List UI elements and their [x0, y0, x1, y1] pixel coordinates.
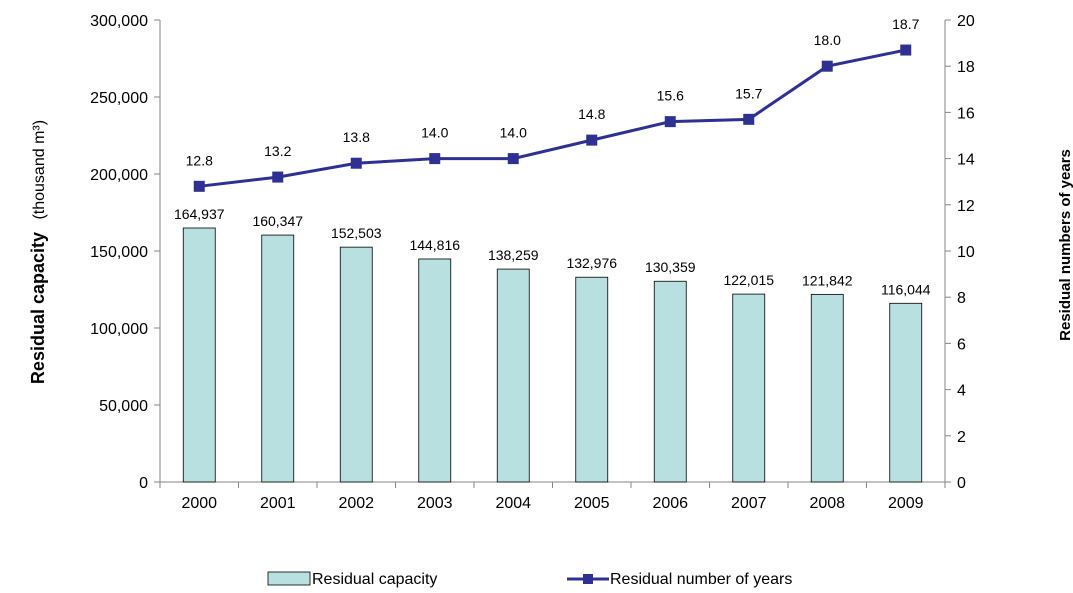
line-marker [193, 180, 205, 192]
left-tick-label: 200,000 [90, 167, 148, 184]
right-axis-title: Residual numbers of years [1057, 149, 1073, 341]
bar-value-label: 152,503 [331, 225, 382, 241]
left-axis-title-main: Residual capacity [28, 232, 48, 384]
legend-swatch-residual-capacity [267, 571, 311, 586]
bar [339, 246, 373, 483]
bar-value-label: 121,842 [802, 272, 853, 288]
line-marker [272, 171, 284, 183]
x-tick-label: 2006 [652, 495, 688, 512]
bar [261, 234, 295, 483]
years-line [199, 48, 907, 188]
x-tick-label: 2003 [417, 495, 453, 512]
bar [810, 293, 844, 483]
bar-value-label: 160,347 [252, 213, 303, 229]
x-tick-label: 2007 [731, 495, 767, 512]
line-marker [900, 44, 912, 56]
line-value-label: 18.7 [892, 16, 919, 32]
line-value-label: 14.0 [421, 125, 448, 141]
line-marker [586, 134, 598, 146]
bar-value-label: 122,015 [723, 272, 774, 288]
x-tick-label: 2008 [809, 495, 845, 512]
bar [732, 293, 766, 483]
x-tick-label: 2005 [574, 495, 610, 512]
right-tick-label: 12 [957, 198, 975, 215]
line-value-label: 13.2 [264, 143, 291, 159]
left-tick-label: 150,000 [90, 244, 148, 261]
left-tick-label: 100,000 [90, 321, 148, 338]
legend-label-residual-years: Residual number of years [610, 571, 792, 588]
bar-value-label: 144,816 [409, 237, 460, 253]
left-tick-label: 0 [139, 475, 148, 492]
x-tick-label: 2009 [888, 495, 924, 512]
right-tick-label: 6 [957, 336, 966, 353]
left-tick-label: 250,000 [90, 90, 148, 107]
right-tick-label: 14 [957, 152, 975, 169]
bar-value-label: 164,937 [174, 206, 225, 222]
line-marker [743, 113, 755, 125]
line-value-label: 14.0 [500, 125, 527, 141]
line-value-label: 12.8 [186, 152, 213, 168]
line-marker [429, 153, 441, 165]
line-marker [664, 116, 676, 128]
legend-swatch-marker [583, 574, 593, 584]
right-axis-ticks: 0 2 4 6 8 10 12 14 16 18 20 [945, 13, 975, 492]
left-axis-title-unit: (thousand m³) [31, 120, 48, 220]
left-tick-label: 300,000 [90, 13, 148, 30]
x-tick-label: 2002 [338, 495, 374, 512]
bar [653, 280, 687, 483]
x-tick-label: 2001 [260, 495, 296, 512]
line-value-label: 13.8 [343, 129, 370, 145]
line-value-label: 14.8 [578, 106, 605, 122]
line-value-label: 15.7 [735, 85, 762, 101]
left-axis-ticks: 0 50,000 100,000 150,000 200,000 250,000 300,0… [90, 13, 160, 492]
line-value-label: 15.6 [657, 88, 684, 104]
bar [496, 268, 530, 483]
line-value-label: 18.0 [814, 32, 841, 48]
right-tick-label: 20 [957, 13, 975, 30]
line-marker [821, 60, 833, 72]
right-tick-label: 0 [957, 475, 966, 492]
right-tick-label: 10 [957, 244, 975, 261]
bar [182, 227, 216, 483]
x-tick-label: 2000 [181, 495, 217, 512]
right-tick-label: 8 [957, 290, 966, 307]
left-tick-label: 50,000 [99, 398, 148, 415]
x-tick-label: 2004 [495, 495, 531, 512]
line-marker [350, 157, 362, 169]
line-marker [507, 153, 519, 165]
left-axis-title: Residual capacity (thousand m³) [28, 120, 48, 384]
legend: Residual capacity Residual number of yea… [267, 571, 792, 588]
plot-area: 164,937 160,347 152,503 144,816 138,259 132,9… [159, 16, 946, 483]
bar-value-label: 130,359 [645, 259, 696, 275]
bar-value-label: 116,044 [881, 281, 931, 297]
right-tick-label: 16 [957, 105, 975, 122]
bar-value-label: 138,259 [488, 247, 539, 263]
bar-value-label: 132,976 [566, 255, 617, 271]
x-axis-ticks: 2000 2001 2002 2003 2004 2005 2006 2007 2008 2009 [159, 482, 946, 512]
right-tick-label: 4 [957, 383, 966, 400]
bar [418, 258, 452, 483]
right-tick-label: 2 [957, 429, 966, 446]
bar [575, 276, 609, 483]
right-tick-label: 18 [957, 59, 975, 76]
legend-label-residual-capacity: Residual capacity [312, 571, 437, 588]
bar [889, 302, 923, 483]
